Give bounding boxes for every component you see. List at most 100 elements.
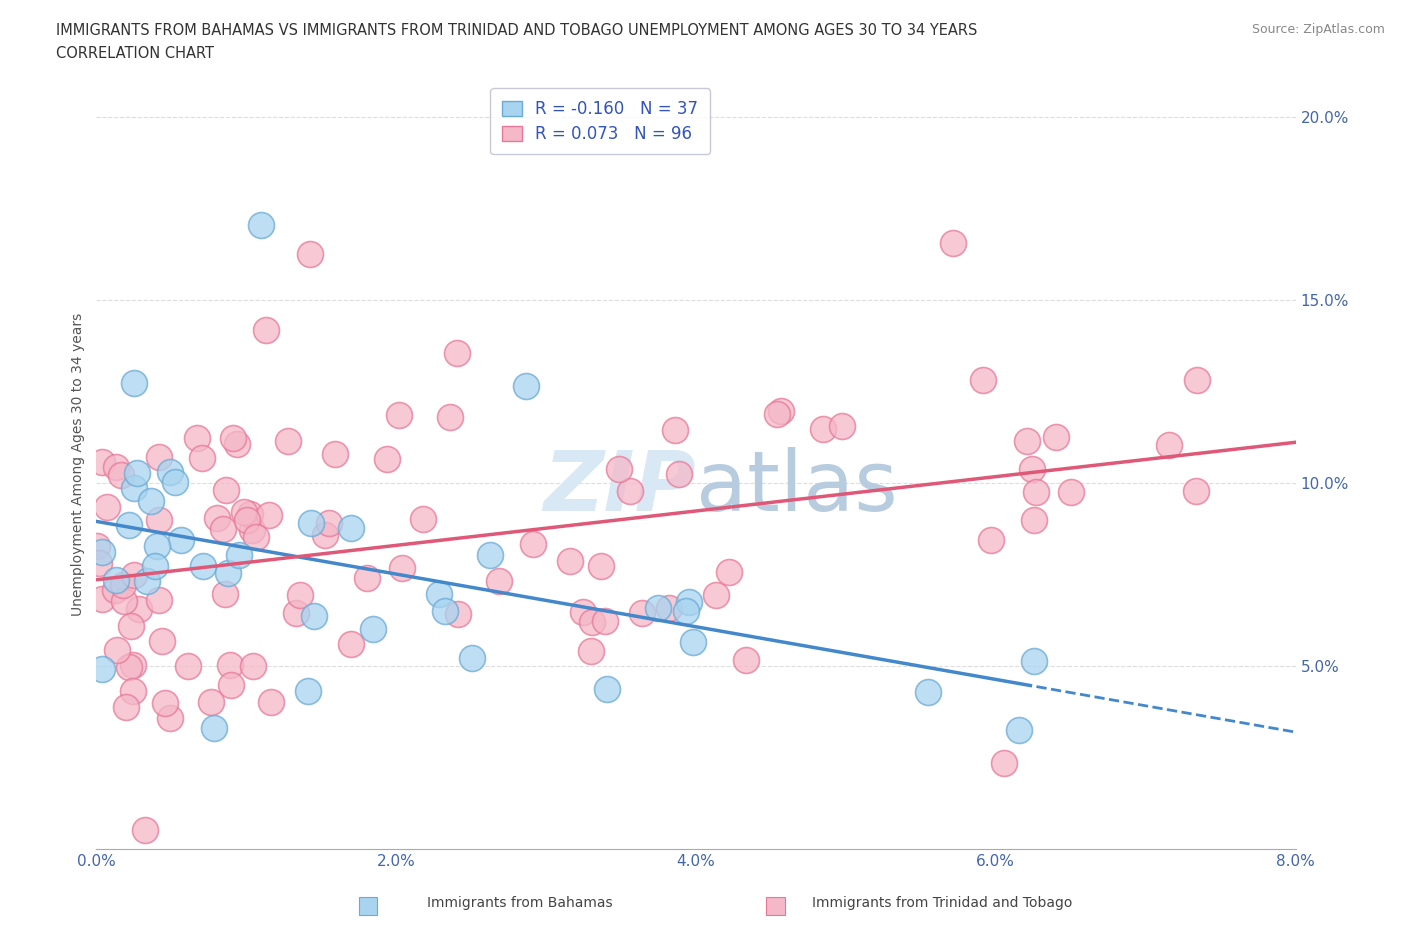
Point — [204, 721, 226, 736]
Text: ZIP: ZIP — [543, 447, 696, 528]
Point — [1024, 485, 1046, 499]
Point — [1017, 433, 1039, 448]
Point — [318, 516, 340, 531]
Point — [522, 537, 544, 551]
Point — [257, 507, 280, 522]
Point — [163, 475, 186, 490]
Point — [972, 373, 994, 388]
Point — [299, 516, 322, 531]
Point — [222, 431, 245, 445]
Point — [361, 621, 384, 636]
Point — [228, 548, 250, 563]
Point — [118, 659, 141, 674]
Point — [302, 608, 325, 623]
Point — [250, 218, 273, 232]
Point — [104, 460, 127, 475]
Point — [240, 523, 263, 538]
Point — [446, 345, 468, 360]
Point — [150, 634, 173, 649]
Point — [219, 678, 242, 693]
Point — [831, 418, 853, 433]
Point — [254, 323, 277, 338]
Point — [1187, 373, 1209, 388]
Point — [122, 481, 145, 496]
Point — [1008, 723, 1031, 737]
Point — [387, 407, 409, 422]
Point — [340, 521, 363, 536]
Point — [148, 512, 170, 527]
Point — [589, 559, 612, 574]
Text: Immigrants from Trinidad and Tobago: Immigrants from Trinidad and Tobago — [811, 896, 1073, 910]
Point — [236, 512, 259, 527]
Point — [718, 565, 741, 579]
Point — [219, 658, 242, 672]
Point — [766, 406, 789, 421]
Point — [323, 446, 346, 461]
Point — [447, 606, 470, 621]
Point — [427, 587, 450, 602]
Point — [122, 658, 145, 672]
Point — [581, 614, 603, 629]
Point — [91, 545, 114, 560]
Point — [159, 711, 181, 725]
Point — [260, 695, 283, 710]
Point — [200, 695, 222, 710]
Point — [1045, 430, 1067, 445]
Text: atlas: atlas — [696, 447, 897, 528]
Point — [87, 555, 110, 570]
Point — [105, 572, 128, 587]
Point — [735, 652, 758, 667]
Text: IMMIGRANTS FROM BAHAMAS VS IMMIGRANTS FROM TRINIDAD AND TOBAGO UNEMPLOYMENT AMON: IMMIGRANTS FROM BAHAMAS VS IMMIGRANTS FR… — [56, 23, 977, 38]
Point — [704, 588, 727, 603]
Point — [159, 464, 181, 479]
Point — [668, 467, 690, 482]
Point — [176, 658, 198, 673]
Point — [104, 582, 127, 597]
Point — [664, 422, 686, 437]
Point — [112, 594, 135, 609]
Point — [118, 517, 141, 532]
Point — [122, 567, 145, 582]
Point — [217, 565, 239, 580]
Point — [558, 553, 581, 568]
Point — [86, 538, 108, 553]
Point — [631, 605, 654, 620]
Point — [112, 578, 135, 592]
Point — [515, 379, 537, 393]
Point — [290, 587, 312, 602]
Point — [478, 548, 501, 563]
Point — [658, 600, 681, 615]
Point — [1024, 654, 1046, 669]
Point — [678, 595, 700, 610]
Point — [139, 493, 162, 508]
Point — [190, 451, 212, 466]
Point — [186, 430, 208, 445]
Point — [917, 684, 939, 699]
Point — [143, 559, 166, 574]
Point — [1159, 437, 1181, 452]
Point — [239, 507, 262, 522]
Point — [110, 468, 132, 483]
Point — [225, 437, 247, 452]
Point — [1185, 484, 1208, 498]
Point — [619, 484, 641, 498]
Legend: R = -0.160   N = 37, R = 0.073   N = 96: R = -0.160 N = 37, R = 0.073 N = 96 — [491, 88, 710, 154]
Point — [214, 586, 236, 601]
Point — [607, 461, 630, 476]
Point — [284, 605, 307, 620]
Text: Source: ZipAtlas.com: Source: ZipAtlas.com — [1251, 23, 1385, 36]
Point — [215, 483, 238, 498]
Point — [148, 449, 170, 464]
Point — [120, 618, 142, 633]
Point — [299, 246, 322, 261]
Point — [391, 561, 413, 576]
Point — [412, 512, 434, 526]
Point — [136, 573, 159, 588]
Point — [682, 634, 704, 649]
Point — [1060, 485, 1083, 499]
Point — [460, 651, 482, 666]
Point — [356, 570, 378, 585]
Point — [572, 604, 595, 619]
Point — [339, 636, 361, 651]
Point — [942, 236, 965, 251]
